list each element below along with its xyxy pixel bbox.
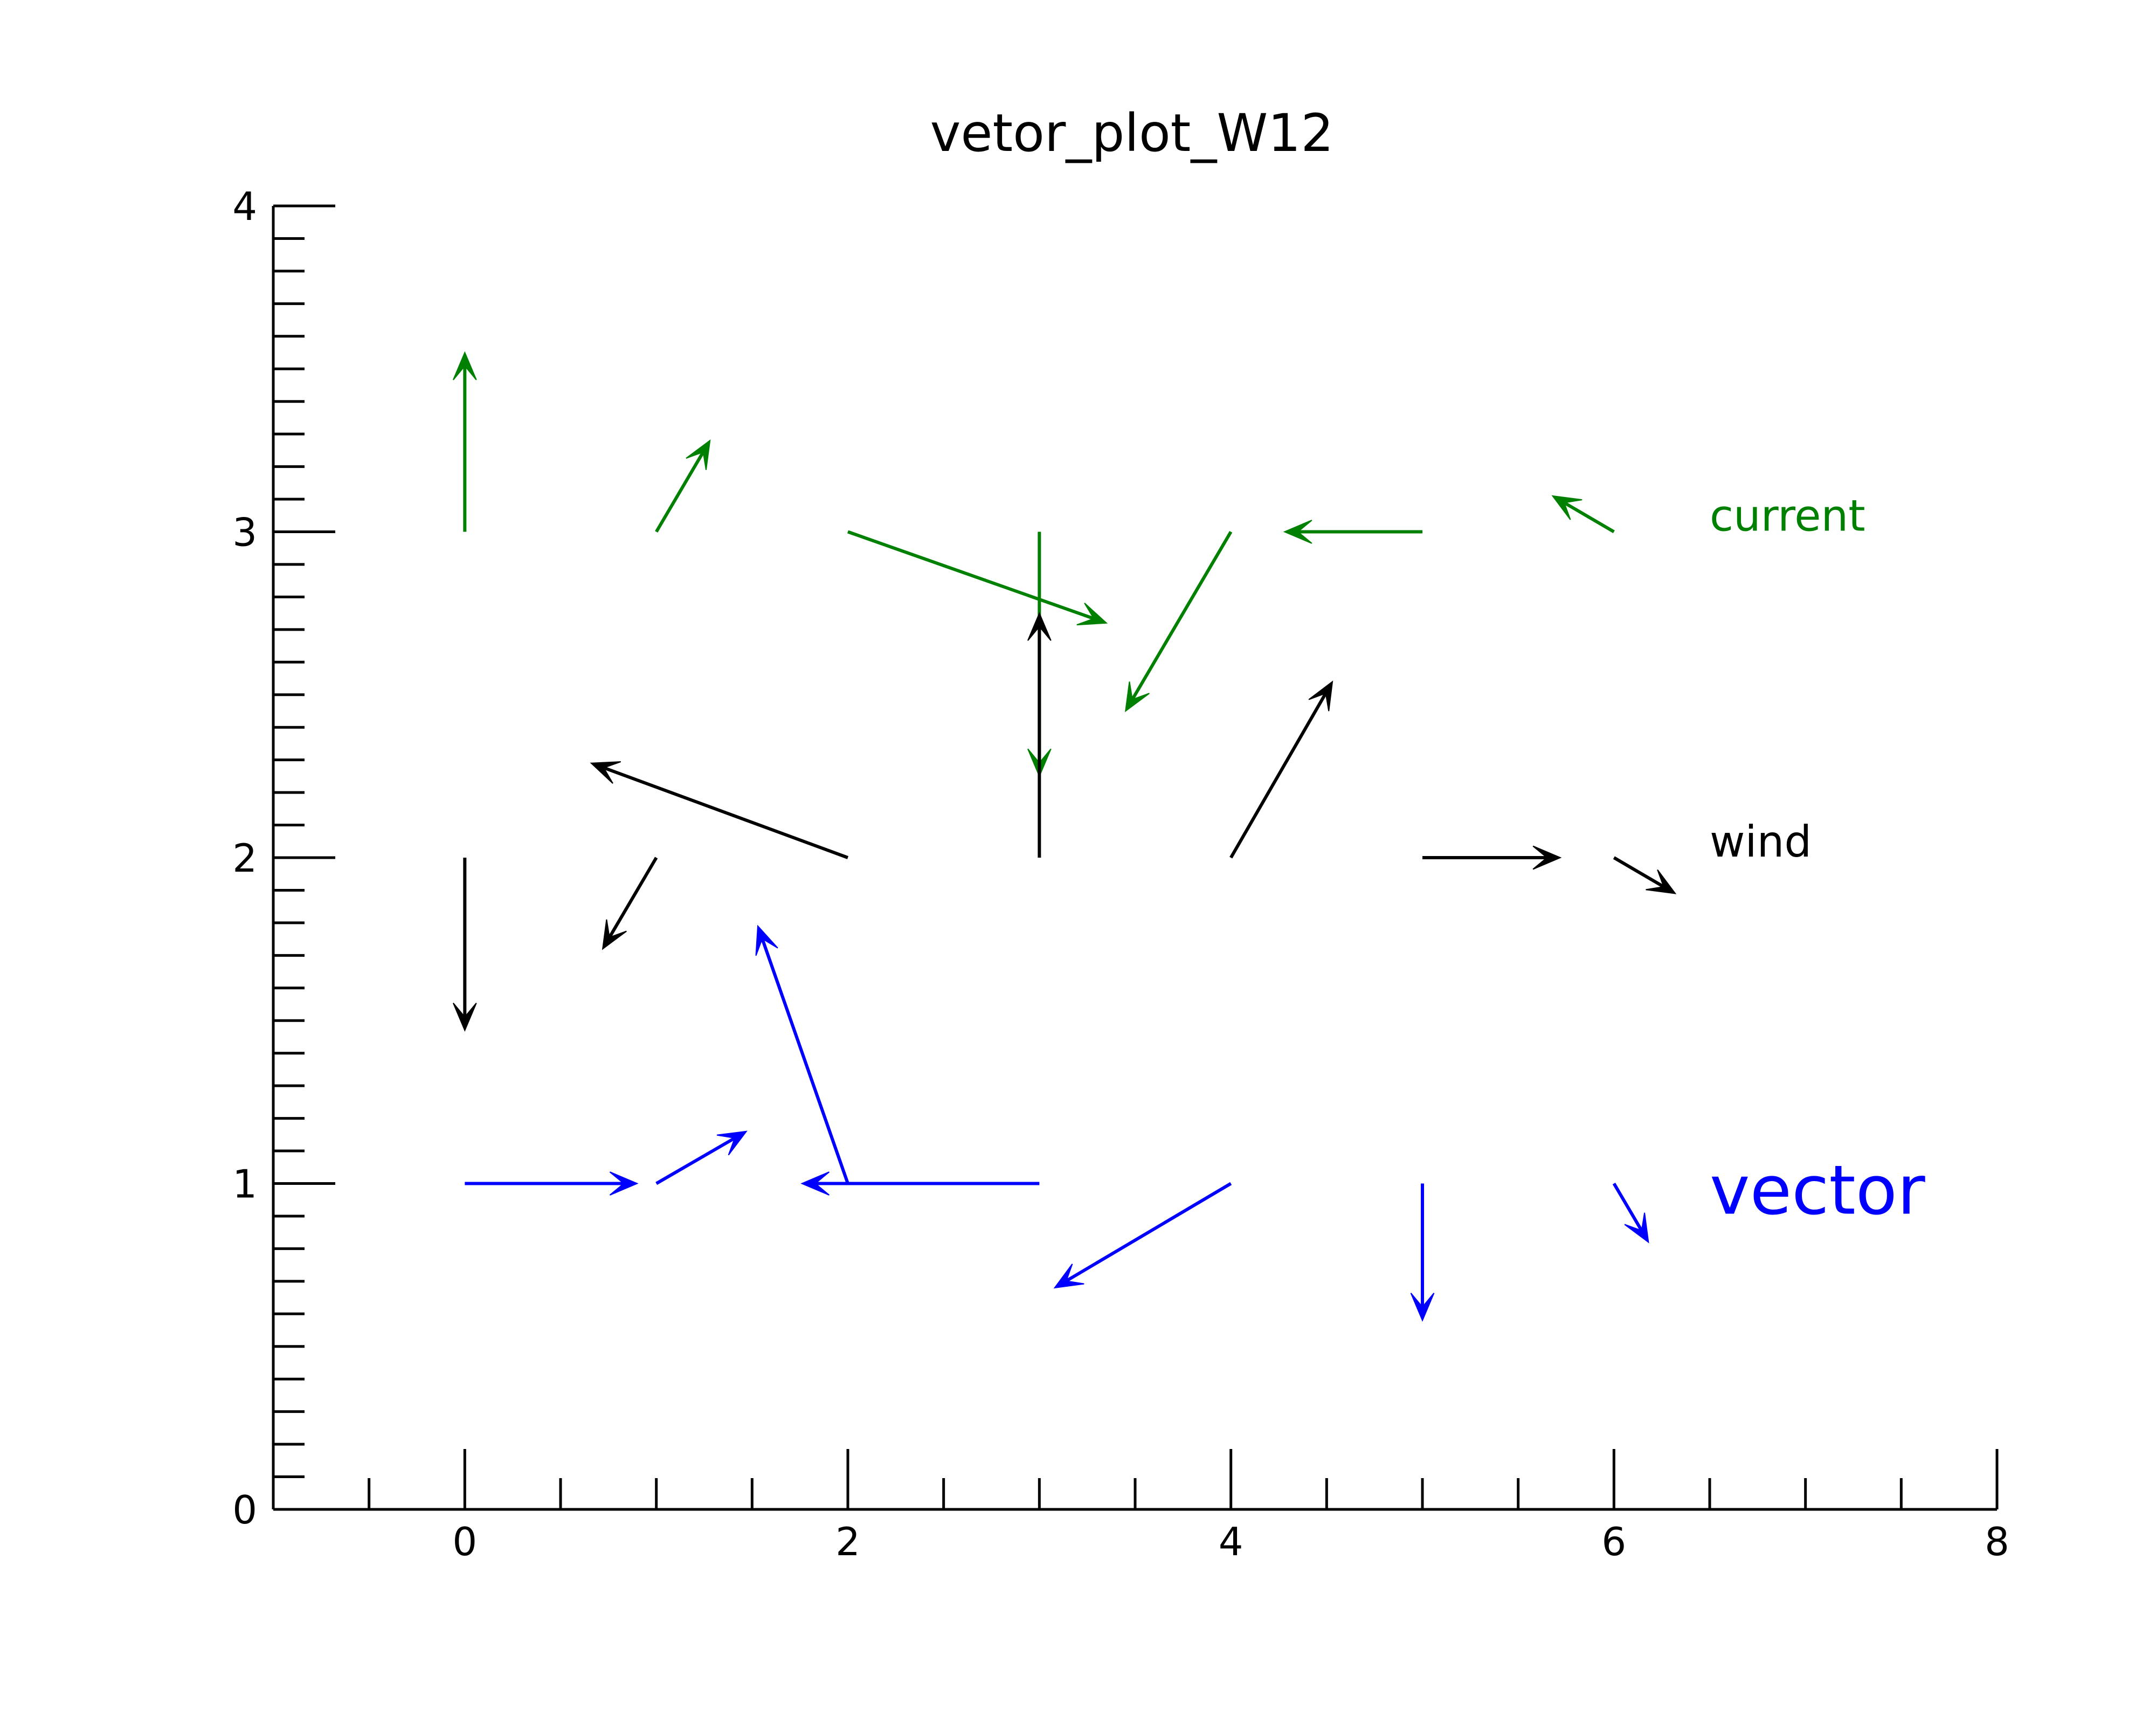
vector-arrow xyxy=(1612,1182,1649,1244)
series-vector xyxy=(465,924,1649,1322)
x-tick-label: 4 xyxy=(1219,1519,1243,1564)
vector-arrow-head xyxy=(755,924,778,956)
current-arrow-shaft xyxy=(847,530,1095,620)
vector-arrow-head xyxy=(1053,1264,1084,1289)
wind-arrow xyxy=(1027,612,1052,858)
x-tick-label: 8 xyxy=(1985,1519,2009,1564)
vector-arrow-head xyxy=(1410,1293,1435,1322)
chart-title: vetor_plot_W12 xyxy=(930,103,1334,163)
current-arrow-head xyxy=(1551,495,1583,520)
series-wind xyxy=(452,612,1677,1032)
current-arrow-shaft xyxy=(1131,530,1233,701)
current-arrow xyxy=(1124,530,1233,713)
wind-arrow-head xyxy=(1027,612,1052,641)
current-arrow xyxy=(1551,495,1615,534)
wind-arrow-head xyxy=(1532,845,1562,870)
vector-arrow-head xyxy=(1624,1212,1649,1244)
vector-arrow xyxy=(755,924,849,1184)
y-tick-label: 2 xyxy=(232,836,257,881)
wind-arrow xyxy=(452,858,477,1032)
wind-arrow xyxy=(1229,680,1333,859)
x-tick-label: 2 xyxy=(835,1519,860,1564)
vector-arrow xyxy=(465,1171,639,1196)
current-arrow-head xyxy=(1283,520,1312,544)
series-label-current: current xyxy=(1710,491,1865,541)
x-tick-label: 6 xyxy=(1601,1519,1626,1564)
current-arrow-shaft xyxy=(655,451,705,533)
vector-arrow-head xyxy=(609,1171,639,1196)
wind-arrow-head xyxy=(602,919,627,950)
wind-arrow xyxy=(1422,845,1562,870)
wind-arrow-head xyxy=(1308,680,1333,712)
wind-arrow xyxy=(590,761,849,859)
wind-arrow-shaft xyxy=(603,766,849,859)
y-tick-label: 3 xyxy=(232,510,257,555)
current-arrow-head xyxy=(452,351,477,381)
vector-arrow xyxy=(1053,1182,1232,1289)
wind-arrow-head xyxy=(452,1003,477,1032)
current-arrow xyxy=(1283,520,1422,544)
vector-arrow-shaft xyxy=(761,938,849,1184)
current-arrow xyxy=(655,439,711,533)
y-tick-label: 0 xyxy=(232,1487,257,1533)
series-labels: current wind vector xyxy=(1710,491,1925,1230)
vector-arrow-shaft xyxy=(655,1136,736,1185)
vector-arrow xyxy=(655,1130,748,1185)
series-label-wind: wind xyxy=(1710,817,1812,867)
y-tick-label: 4 xyxy=(232,184,257,229)
wind-arrow-shaft xyxy=(1229,692,1328,859)
current-arrow xyxy=(452,351,477,532)
current-arrow xyxy=(847,530,1108,626)
wind-arrow-shaft xyxy=(1613,856,1665,888)
wind-arrow-head xyxy=(590,761,621,784)
current-arrow-shaft xyxy=(1563,501,1615,534)
wind-arrow-shaft xyxy=(608,857,658,939)
series-label-vector: vector xyxy=(1710,1151,1925,1230)
wind-arrow-head xyxy=(1646,869,1677,894)
y-tick-label: 1 xyxy=(232,1162,257,1207)
series-current xyxy=(452,351,1615,778)
axes: 0 2 4 6 8 0 1 2 3 4 xyxy=(232,184,2009,1564)
vector-field xyxy=(452,351,1677,1322)
vector-arrow-head xyxy=(716,1130,748,1156)
vector-arrow xyxy=(800,1171,1040,1196)
current-arrow-head xyxy=(1124,681,1150,713)
vector-arrow-shaft xyxy=(1065,1182,1232,1282)
x-tick-label: 0 xyxy=(452,1519,477,1564)
wind-arrow xyxy=(1613,856,1677,894)
vector-arrow-head xyxy=(800,1171,830,1196)
current-arrow-head xyxy=(686,439,711,470)
vector-arrow-shaft xyxy=(1612,1182,1643,1232)
vector-arrow xyxy=(1410,1183,1435,1322)
current-arrow-head xyxy=(1076,602,1108,626)
wind-arrow xyxy=(602,857,658,950)
